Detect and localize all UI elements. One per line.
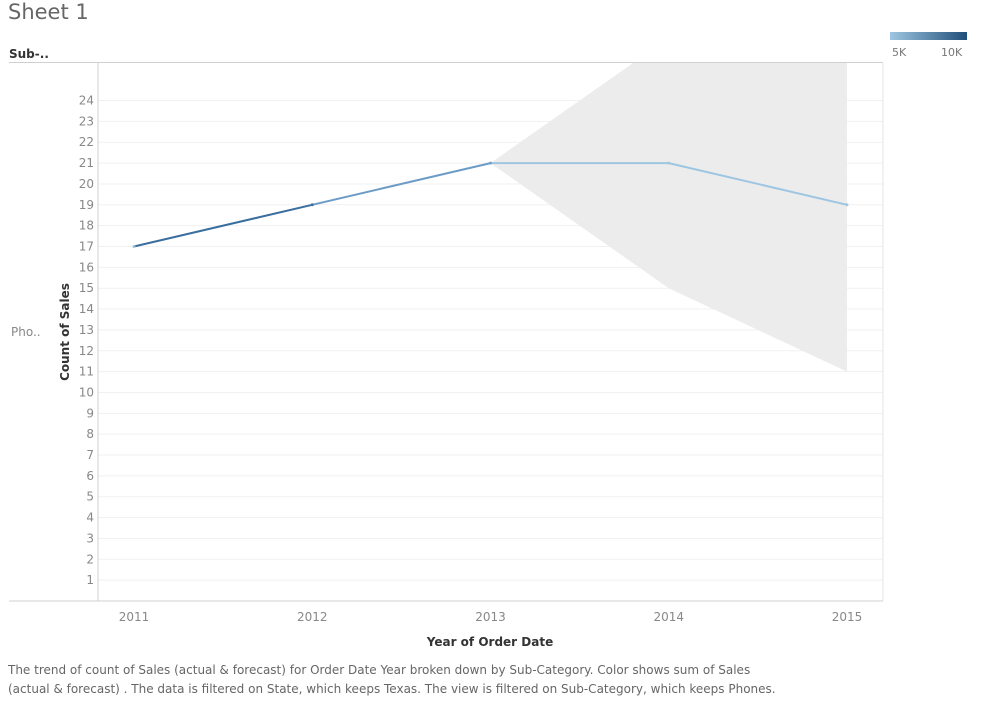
y-tick-label: 12 [79, 344, 94, 358]
y-tick-label: 17 [79, 240, 94, 254]
series-line-segment[interactable] [133, 203, 314, 248]
y-tick-label: 14 [79, 302, 94, 316]
y-tick-label: 4 [86, 511, 94, 525]
data-point[interactable] [667, 161, 671, 165]
header-divider [9, 62, 883, 63]
y-tick-label: 8 [86, 427, 94, 441]
series-line-segment[interactable] [667, 162, 848, 206]
y-tick-label: 11 [79, 365, 94, 379]
series-line-group [132, 161, 849, 249]
sub-category-header[interactable]: Sub-.. [9, 47, 49, 61]
y-tick-label: 19 [79, 198, 94, 212]
y-tick-label: 13 [79, 323, 94, 337]
color-legend-gradient [890, 32, 967, 40]
y-tick-label: 21 [79, 156, 94, 170]
y-tick-label: 6 [86, 469, 94, 483]
x-tick-label: 2012 [297, 610, 328, 624]
x-tick-labels: 2011 2012 2013 2014 2015 [119, 610, 863, 624]
y-tick-label: 22 [79, 135, 94, 149]
y-axis-title: Count of Sales [58, 283, 72, 381]
forecast-band[interactable] [490, 38, 848, 372]
caption-line-1: The trend of count of Sales (actual & fo… [8, 663, 751, 677]
legend-min-label: 5K [892, 46, 907, 59]
y-tick-label: 20 [79, 177, 94, 191]
y-tick-label: 1 [86, 573, 94, 587]
x-tick-label: 2014 [653, 610, 684, 624]
x-axis-title: Year of Order Date [426, 635, 553, 649]
x-tick-label: 2015 [832, 610, 863, 624]
y-tick-label: 10 [79, 385, 94, 399]
caption: The trend of count of Sales (actual & fo… [8, 661, 968, 699]
y-tick-label: 15 [79, 281, 94, 295]
y-tick-label: 16 [79, 260, 94, 274]
data-point[interactable] [132, 245, 136, 249]
forecast-band-group [490, 38, 848, 372]
x-tick-label: 2011 [119, 610, 150, 624]
data-point[interactable] [845, 203, 849, 207]
data-point[interactable] [489, 161, 492, 165]
y-tick-label: 18 [79, 219, 94, 233]
data-point[interactable] [310, 203, 314, 207]
legend-max-label: 10K [941, 46, 963, 59]
sheet-title: Sheet 1 [8, 0, 89, 24]
grid-lines [98, 100, 883, 581]
y-tick-label: 24 [79, 94, 94, 108]
x-tick-label: 2013 [475, 610, 506, 624]
series-line-segment[interactable] [311, 162, 492, 206]
y-tick-label: 3 [86, 531, 94, 545]
row-label-phones[interactable]: Pho.. [11, 325, 41, 339]
caption-line-2: (actual & forecast) . The data is filter… [8, 682, 776, 696]
y-tick-label: 23 [79, 114, 94, 128]
y-tick-label: 9 [86, 406, 94, 420]
y-tick-label: 2 [86, 552, 94, 566]
line-chart[interactable]: 123456789101112131415161718192021222324 … [0, 0, 987, 655]
color-legend[interactable]: 5K 10K [890, 32, 968, 68]
y-tick-label: 5 [86, 490, 94, 504]
y-tick-label: 7 [86, 448, 94, 462]
